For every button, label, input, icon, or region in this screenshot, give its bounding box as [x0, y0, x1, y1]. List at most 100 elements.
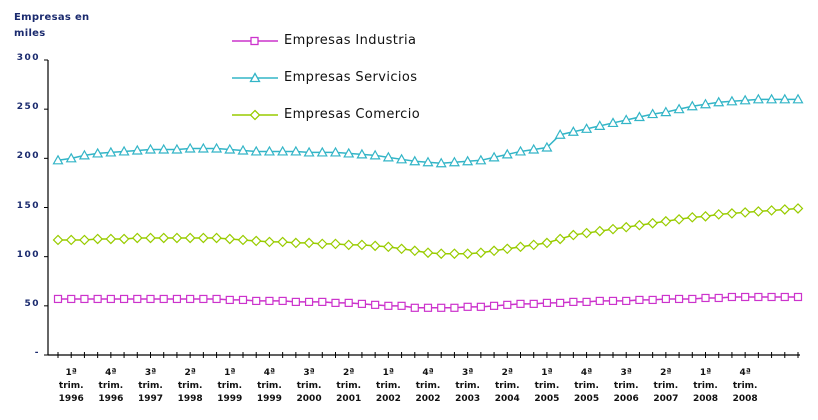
series-line-2 — [58, 207, 799, 255]
legend-label-servicios: Empresas Servicios — [284, 70, 418, 85]
data-point — [699, 98, 712, 109]
data-point — [514, 145, 527, 156]
data-point — [291, 297, 300, 306]
series-markers — [52, 93, 804, 312]
data-point — [792, 93, 804, 104]
data-point — [528, 239, 540, 251]
y-tick-label: 200 — [16, 151, 40, 162]
data-point — [344, 298, 353, 307]
data-point — [105, 146, 117, 157]
data-point — [767, 292, 776, 302]
data-point — [343, 147, 355, 158]
data-point — [67, 294, 76, 304]
data-point — [541, 237, 553, 249]
legend-label-industria: Empresas Industria — [284, 33, 417, 48]
data-point — [714, 293, 723, 303]
x-tick-label-line1: 4ª — [422, 368, 434, 378]
data-point — [726, 208, 738, 219]
data-point — [741, 292, 750, 302]
legend-label-comercio: Empresas Comercio — [284, 107, 421, 122]
data-point — [290, 145, 302, 156]
x-tick-label: 1ª trim. 2005 — [530, 367, 564, 406]
data-point — [369, 240, 381, 252]
x-tick-label-line3: 2002 — [375, 394, 401, 404]
data-point — [303, 237, 315, 249]
x-tick-label-line2: trim. — [376, 381, 401, 391]
data-point — [739, 207, 751, 218]
data-point — [648, 295, 657, 305]
series-lines — [57, 98, 799, 309]
data-point — [501, 243, 513, 255]
data-point — [52, 234, 64, 246]
x-tick-label-line2: trim. — [138, 381, 163, 391]
data-point — [92, 147, 104, 158]
data-point — [158, 232, 170, 244]
data-point — [263, 145, 275, 156]
data-point — [316, 146, 328, 157]
x-tick-label-line1: 3ª — [303, 368, 315, 378]
data-point — [397, 301, 406, 310]
data-point — [647, 217, 658, 229]
data-point — [184, 232, 196, 244]
data-point — [437, 303, 446, 312]
x-tick-label-line3: 2005 — [534, 394, 560, 404]
y-tick-label: 250 — [16, 102, 40, 113]
x-tick-label-line1: 1ª — [65, 368, 77, 378]
data-point — [199, 294, 208, 304]
data-point — [250, 235, 262, 247]
data-point — [303, 146, 315, 157]
data-point — [766, 93, 778, 104]
data-point — [567, 126, 579, 136]
data-point — [265, 296, 274, 306]
data-point — [224, 143, 236, 154]
data-point — [146, 294, 155, 304]
x-tick-label-line2: trim. — [217, 381, 243, 391]
data-point — [93, 294, 102, 304]
data-point — [528, 143, 540, 154]
legend-item-comercio: Empresas Comercio — [232, 96, 420, 133]
data-point — [488, 245, 500, 257]
data-point — [53, 294, 63, 304]
data-point — [118, 233, 130, 245]
data-point — [700, 211, 711, 222]
data-point — [79, 234, 90, 246]
legend-swatch-comercio — [232, 109, 278, 120]
x-tick-label: 4ª trim. 1996 — [94, 367, 128, 406]
x-tick-label-line1: 3ª — [620, 368, 632, 378]
data-point — [145, 232, 156, 244]
data-point — [252, 296, 261, 306]
data-point — [172, 294, 182, 304]
data-point — [792, 203, 804, 214]
x-tick-label: 3ª trim. 2006 — [609, 367, 643, 406]
data-point — [224, 233, 236, 245]
data-point — [503, 300, 512, 309]
x-tick-label-line2: trim. — [98, 381, 124, 391]
x-tick-label-line3: 1996 — [98, 394, 124, 404]
data-point — [726, 95, 738, 106]
x-tick-label-line3: 1996 — [58, 394, 84, 404]
data-point — [594, 225, 606, 237]
data-point — [65, 234, 77, 246]
x-tick-label-line3: 2008 — [732, 394, 758, 404]
data-point — [384, 301, 393, 310]
x-tick-label-line1: 1ª — [541, 368, 553, 378]
data-point — [304, 297, 314, 306]
series-line-1 — [57, 98, 798, 165]
data-point — [343, 239, 355, 251]
x-tick-label-line1: 3ª — [461, 368, 474, 378]
data-point — [316, 238, 328, 250]
x-tick-label-line2: trim. — [177, 381, 203, 391]
data-point — [106, 294, 115, 304]
x-tick-label-line2: trim. — [613, 381, 639, 391]
data-point — [688, 294, 697, 304]
y-tick-label: - — [34, 348, 40, 358]
legend-swatch-industria — [232, 36, 278, 45]
data-point — [396, 243, 407, 255]
data-point — [779, 93, 791, 104]
data-point — [357, 299, 367, 308]
x-tick-label-line2: trim. — [58, 381, 84, 391]
data-point — [331, 298, 340, 307]
data-point — [581, 227, 592, 239]
data-point — [608, 296, 618, 306]
